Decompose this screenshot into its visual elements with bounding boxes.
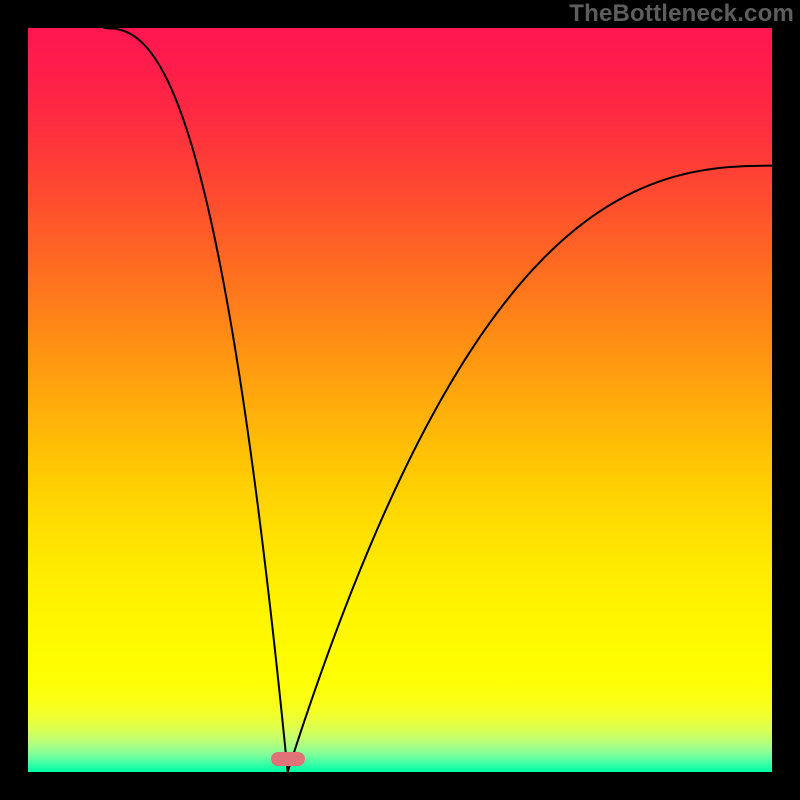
- watermark-text: TheBottleneck.com: [569, 0, 794, 28]
- minimum-marker: [271, 752, 305, 766]
- bottleneck-curve: [104, 28, 772, 772]
- curve-layer: [28, 28, 772, 772]
- chart-container: TheBottleneck.com: [0, 0, 800, 800]
- plot-area: [28, 28, 772, 772]
